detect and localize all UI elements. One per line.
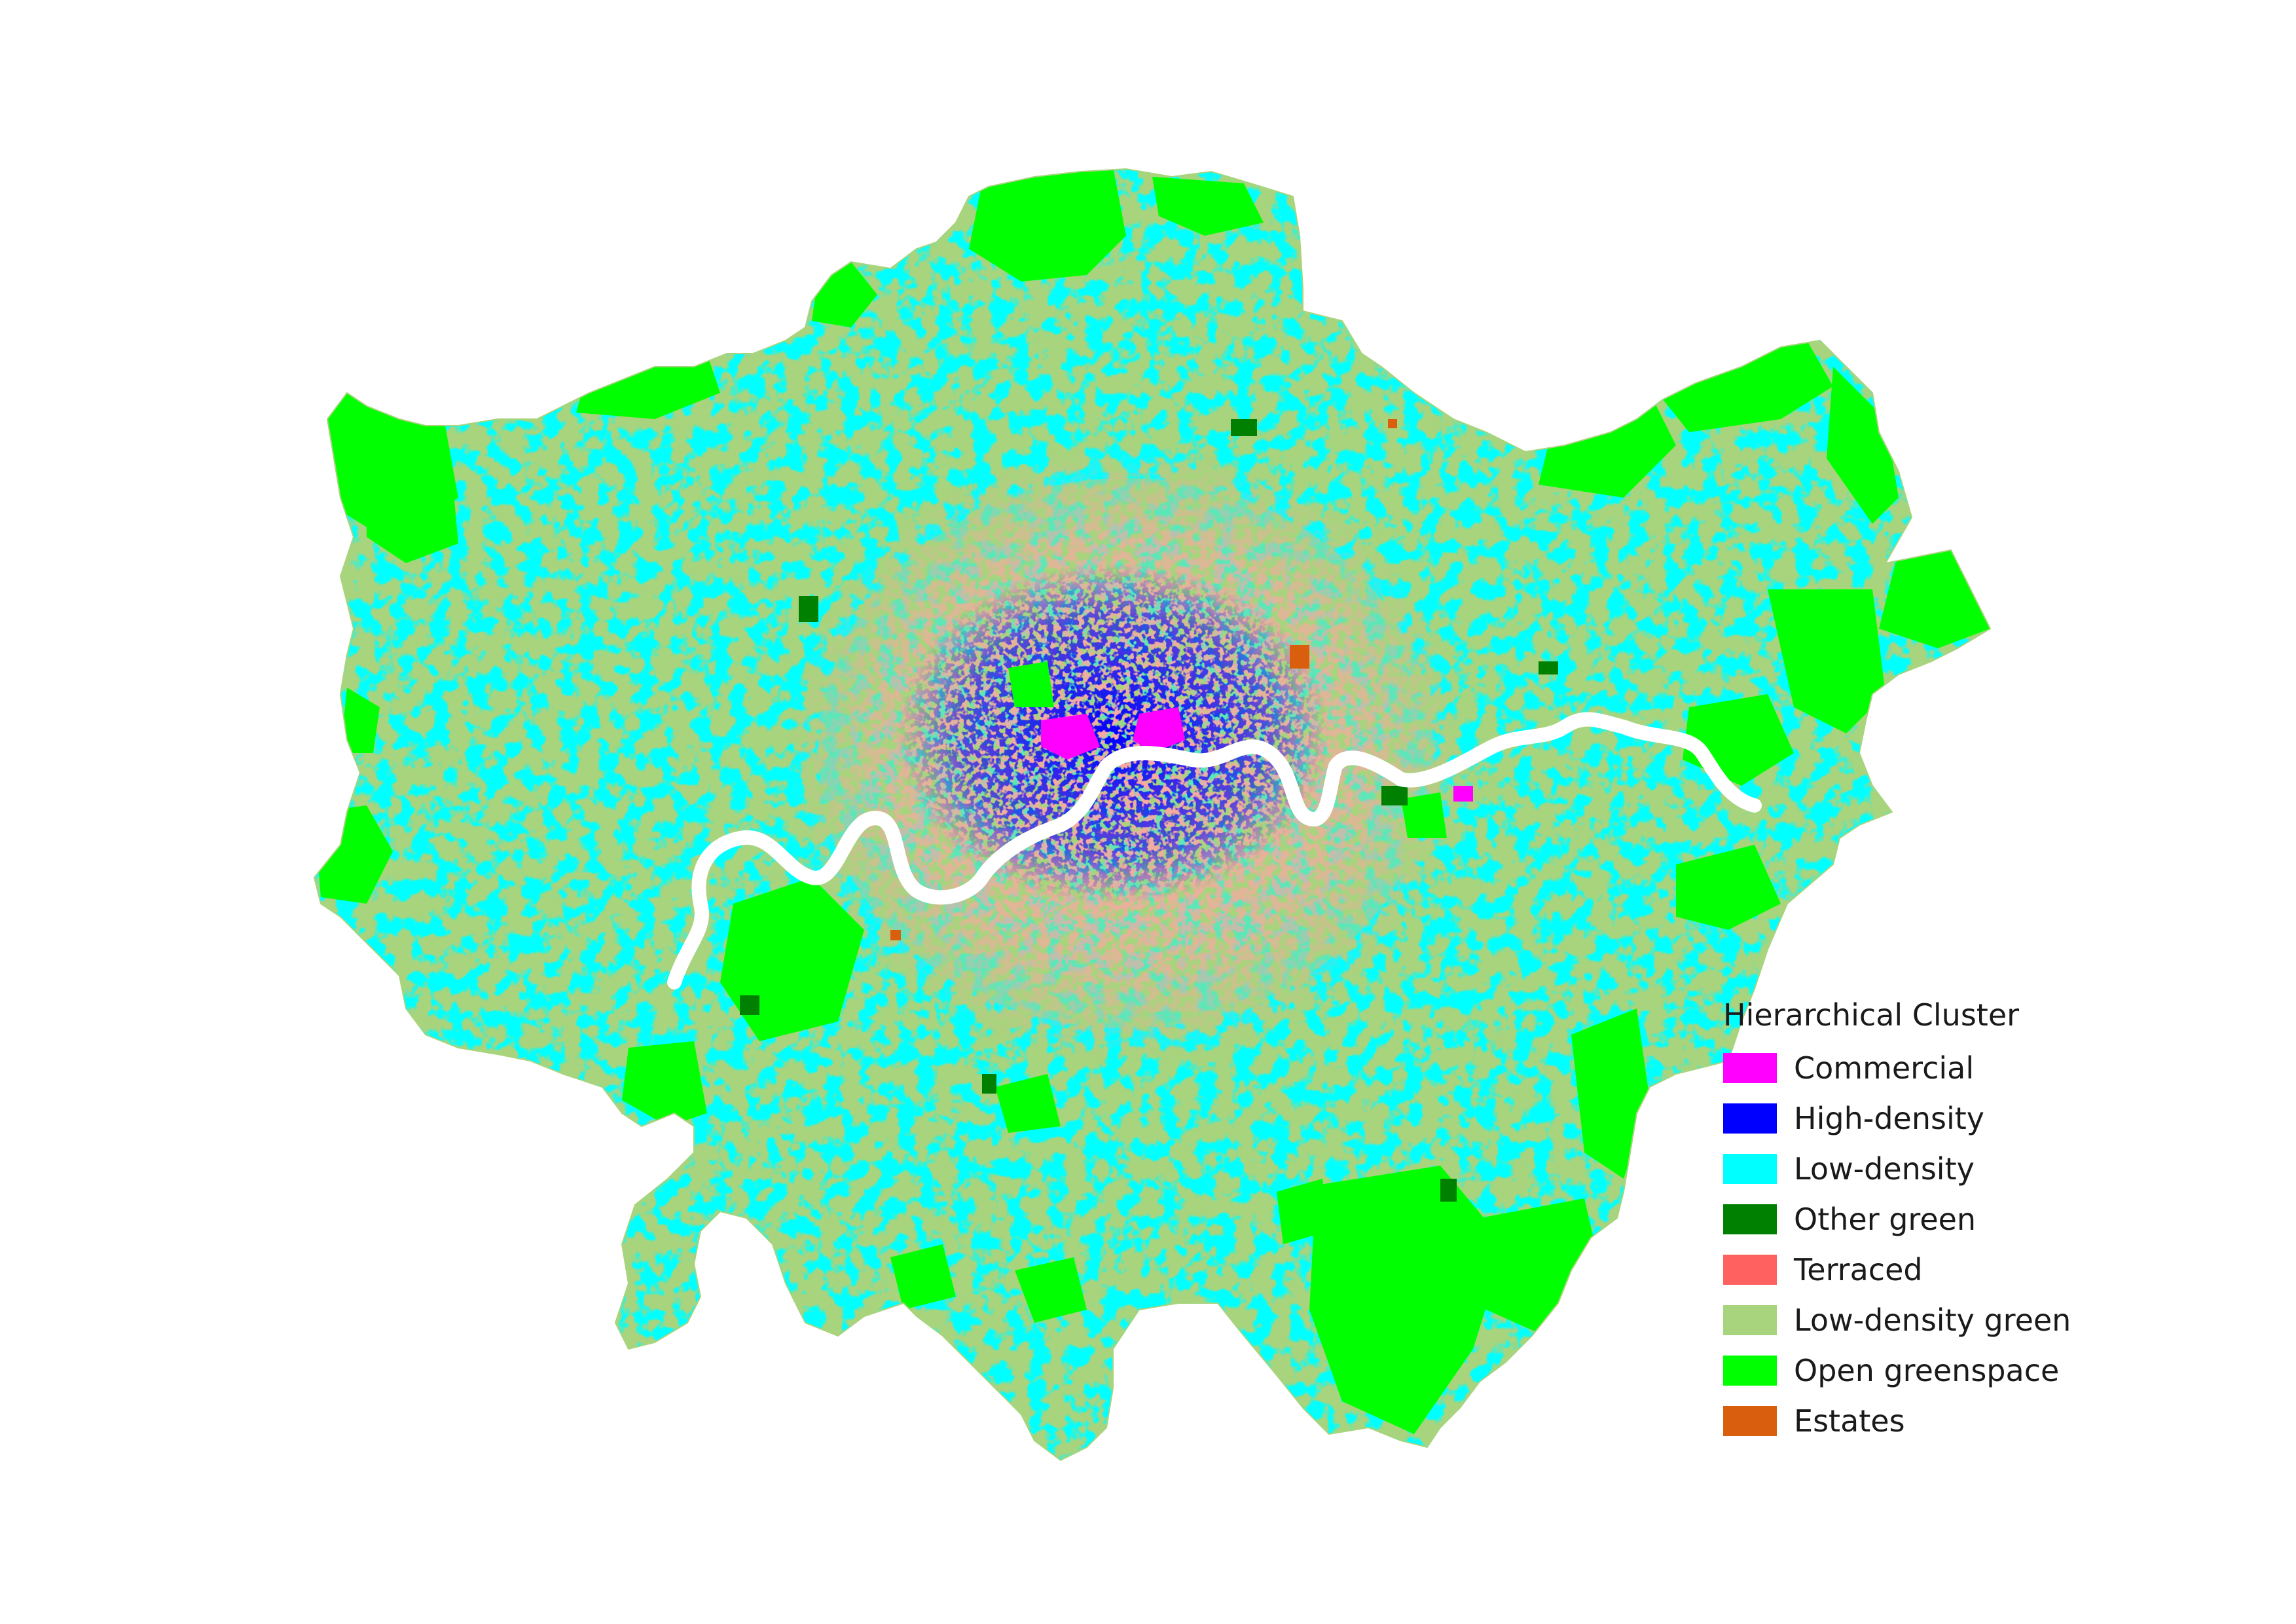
estates-patches xyxy=(890,419,1397,940)
legend: Hierarchical Cluster Commercial High-dens… xyxy=(1723,997,2090,1446)
commercial-patch xyxy=(1133,707,1185,753)
open-greenspace-patch xyxy=(1015,1257,1087,1323)
other-green-patch xyxy=(982,1074,996,1094)
legend-swatch-commercial xyxy=(1723,1052,1777,1083)
open-greenspace-patch xyxy=(1277,1179,1329,1244)
open-greenspace-patch xyxy=(340,688,380,753)
other-green-patch xyxy=(1539,661,1558,674)
open-greenspace-patch xyxy=(1309,1166,1506,1434)
legend-swatch-low-density-green xyxy=(1723,1304,1777,1335)
legend-item-terraced: Terraced xyxy=(1723,1244,2090,1295)
legend-swatch-estates xyxy=(1723,1405,1777,1436)
estates-patch xyxy=(890,930,901,940)
legend-item-estates: Estates xyxy=(1723,1395,2090,1446)
legend-swatch-terraced xyxy=(1723,1254,1777,1285)
legend-label-other-green: Other green xyxy=(1794,1201,1977,1237)
commercial-patch xyxy=(1041,714,1100,760)
other-green-patch xyxy=(799,596,818,622)
legend-item-low-density: Low-density xyxy=(1723,1143,2090,1194)
open-greenspace-patch xyxy=(1152,177,1264,236)
open-greenspace-patch xyxy=(1827,367,1899,524)
commercial-patch xyxy=(1453,786,1473,802)
other-green-patch xyxy=(1231,419,1257,436)
open-greenspace-patch xyxy=(1879,550,1990,648)
other-green-patch xyxy=(740,995,759,1015)
legend-swatch-open-greenspace xyxy=(1723,1355,1777,1386)
legend-item-other-green: Other green xyxy=(1723,1194,2090,1244)
legend-item-commercial: Commercial xyxy=(1723,1043,2090,1093)
legend-label-low-density: Low-density xyxy=(1794,1151,1975,1187)
legend-label-commercial: Commercial xyxy=(1794,1050,1975,1086)
legend-swatch-other-green xyxy=(1723,1204,1777,1234)
open-greenspace-patch xyxy=(1571,1008,1650,1179)
open-greenspace-patch xyxy=(1401,792,1447,838)
legend-item-high-density: High-density xyxy=(1723,1093,2090,1143)
legend-label-high-density: High-density xyxy=(1794,1100,1984,1136)
open-greenspace-patches xyxy=(314,169,1990,1434)
open-greenspace-patch xyxy=(890,1244,956,1310)
river-thames xyxy=(667,712,1762,989)
legend-item-open-greenspace: Open greenspace xyxy=(1723,1345,2090,1395)
legend-label-terraced: Terraced xyxy=(1794,1251,1923,1287)
legend-title: Hierarchical Cluster xyxy=(1723,997,2020,1033)
open-greenspace-patch xyxy=(1008,661,1054,707)
legend-item-low-density-green: Low-density green xyxy=(1723,1295,2090,1345)
open-greenspace-patch xyxy=(969,169,1126,282)
legend-swatch-high-density xyxy=(1723,1103,1777,1134)
legend-swatch-low-density xyxy=(1723,1153,1777,1184)
estates-patch xyxy=(1388,419,1397,428)
legend-items: Commercial High-density Low-density Other g… xyxy=(1723,1043,2090,1446)
open-greenspace-patch xyxy=(622,1041,707,1126)
estates-patch xyxy=(1290,645,1309,669)
other-green-patch xyxy=(1440,1179,1457,1202)
commercial-patches xyxy=(1041,707,1473,802)
open-greenspace-patch xyxy=(1768,589,1886,733)
open-greenspace-patch xyxy=(995,1074,1061,1133)
legend-label-low-density-green: Low-density green xyxy=(1794,1302,2071,1338)
legend-label-open-greenspace: Open greenspace xyxy=(1794,1352,2060,1388)
open-greenspace-patch xyxy=(367,458,458,563)
other-green-patches xyxy=(740,419,1558,1202)
open-greenspace-patch xyxy=(1676,845,1781,930)
legend-label-estates: Estates xyxy=(1794,1403,1905,1439)
other-green-patch xyxy=(1381,786,1408,805)
